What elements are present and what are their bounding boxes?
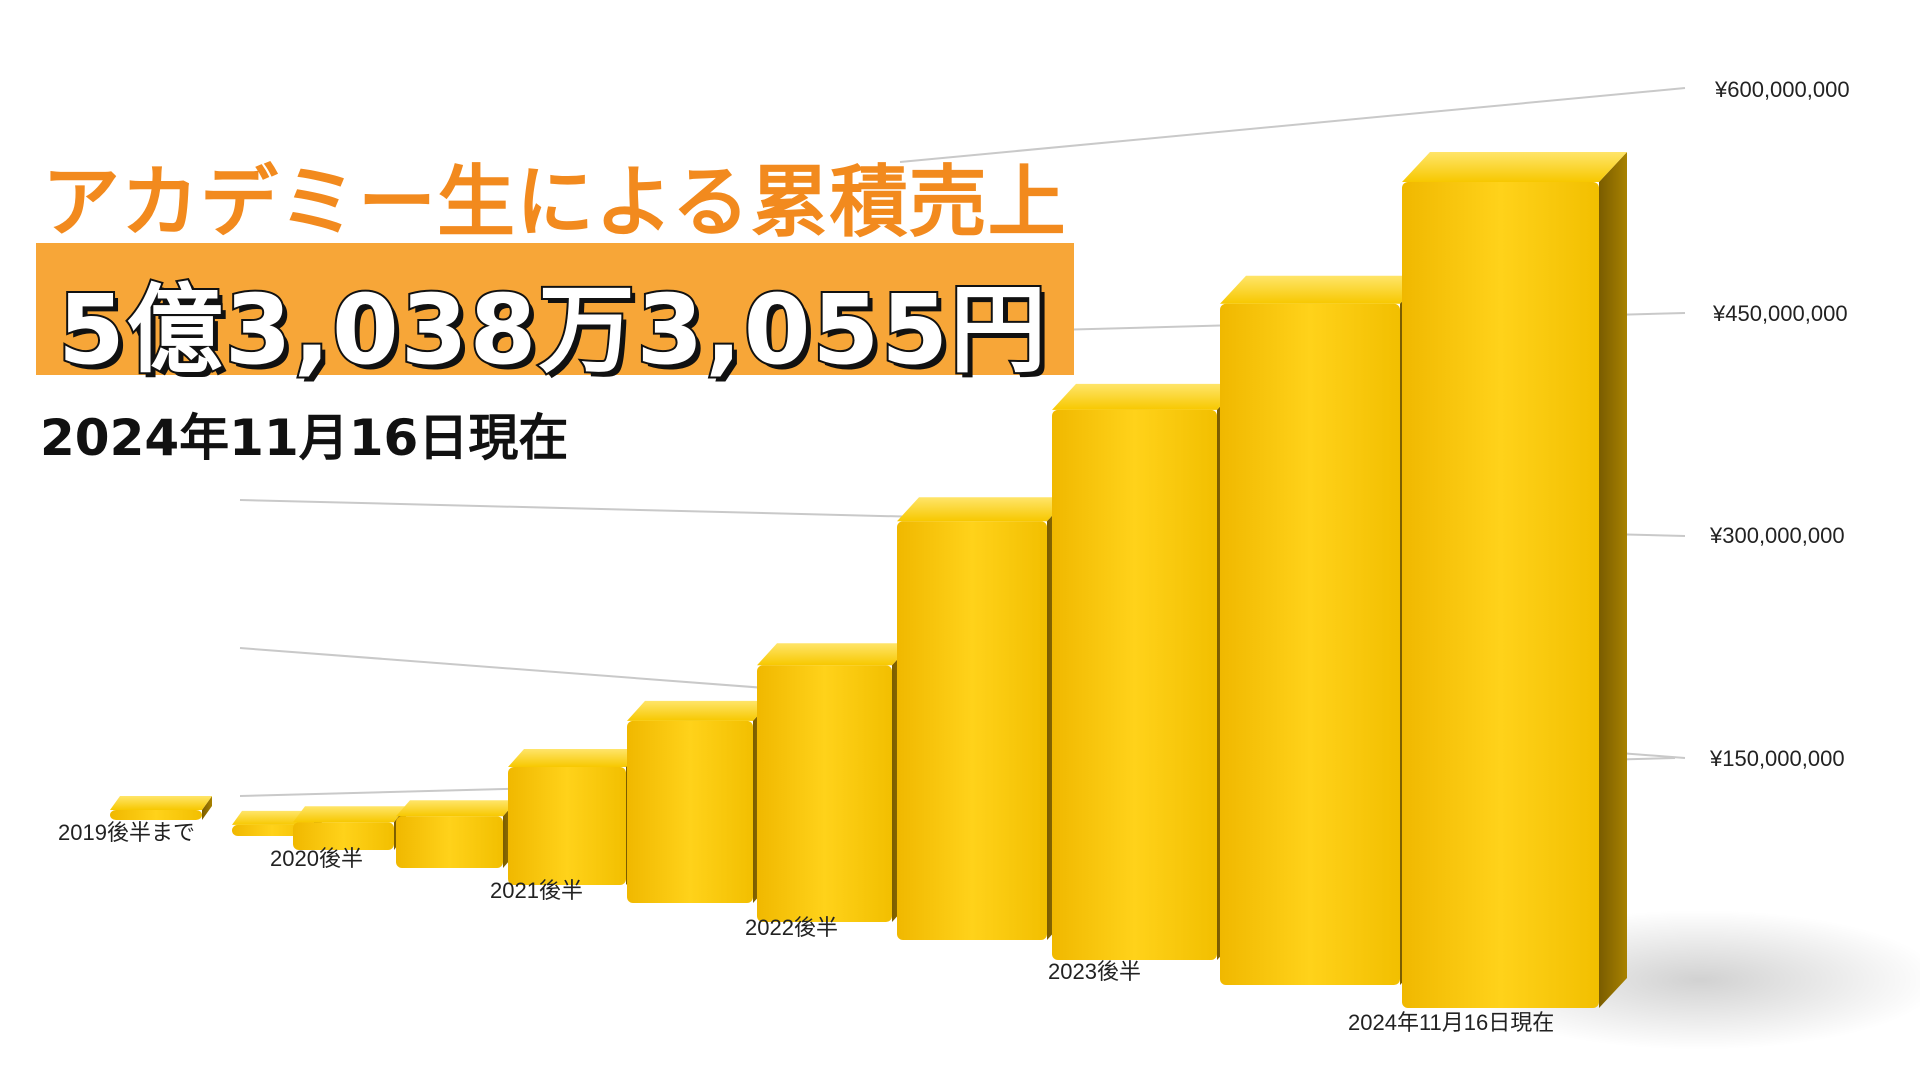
- total-amount: 5億3,038万3,055円: [56, 272, 1049, 388]
- bar-front-face: [1052, 409, 1217, 960]
- bar-front-face: [627, 720, 753, 903]
- bar-front-face: [757, 665, 892, 922]
- bar-front-face: [110, 810, 202, 820]
- axis-labels: ¥150,000,000 ¥300,000,000 ¥450,000,000 ¥600…: [58, 77, 1850, 1035]
- bar-top-face: [627, 700, 771, 721]
- bar: [757, 643, 912, 922]
- bar: [897, 497, 1069, 940]
- bar-top-face: [110, 796, 212, 810]
- bar-top-face: [293, 806, 406, 823]
- bar: [1220, 275, 1426, 985]
- bar-front-face: [1402, 182, 1599, 1008]
- bar-top-face: [757, 643, 912, 666]
- bar-side-face: [1599, 152, 1627, 1008]
- total-highlight-box: [36, 243, 1074, 375]
- bar-front-face: [293, 822, 394, 850]
- bar-front-face: [508, 767, 626, 885]
- x-tick-label: 2024年11月16日現在: [1348, 1010, 1554, 1035]
- as-of-date: 2024年11月16日現在: [40, 409, 569, 467]
- bar: [1402, 152, 1627, 1008]
- x-tick-label: 2023後半: [1048, 959, 1141, 984]
- bar-top-face: [1220, 275, 1426, 304]
- gridline: [899, 87, 1686, 163]
- x-tick-label: 2021後半: [490, 878, 583, 903]
- y-tick-label: ¥450,000,000: [1712, 301, 1848, 326]
- bar-front-face: [396, 816, 503, 868]
- x-tick-label: 2019後半まで: [58, 820, 195, 845]
- bar-side-face: [202, 796, 212, 820]
- bar-top-face: [1052, 383, 1241, 410]
- y-tick-label: ¥300,000,000: [1709, 523, 1845, 548]
- bar-top-face: [396, 800, 517, 817]
- bar-top-face: [508, 749, 642, 768]
- bar: [396, 800, 517, 868]
- bar-top-face: [1402, 152, 1627, 182]
- bar-front-face: [232, 824, 312, 836]
- chart-title: アカデミー生による累積売上: [42, 158, 1067, 248]
- y-tick-label: ¥150,000,000: [1709, 746, 1845, 771]
- bar: [1052, 383, 1241, 960]
- bar: [110, 796, 212, 820]
- bar-top-face: [897, 497, 1069, 522]
- bar-front-face: [1220, 303, 1400, 985]
- x-tick-label: 2022後半: [745, 915, 838, 940]
- bar: [627, 700, 771, 903]
- x-tick-label: 2020後半: [270, 846, 363, 871]
- bar-front-face: [897, 521, 1047, 940]
- bars: [110, 152, 1627, 1008]
- bar: [293, 806, 406, 850]
- y-tick-label: ¥600,000,000: [1714, 77, 1850, 102]
- bar: [508, 749, 642, 885]
